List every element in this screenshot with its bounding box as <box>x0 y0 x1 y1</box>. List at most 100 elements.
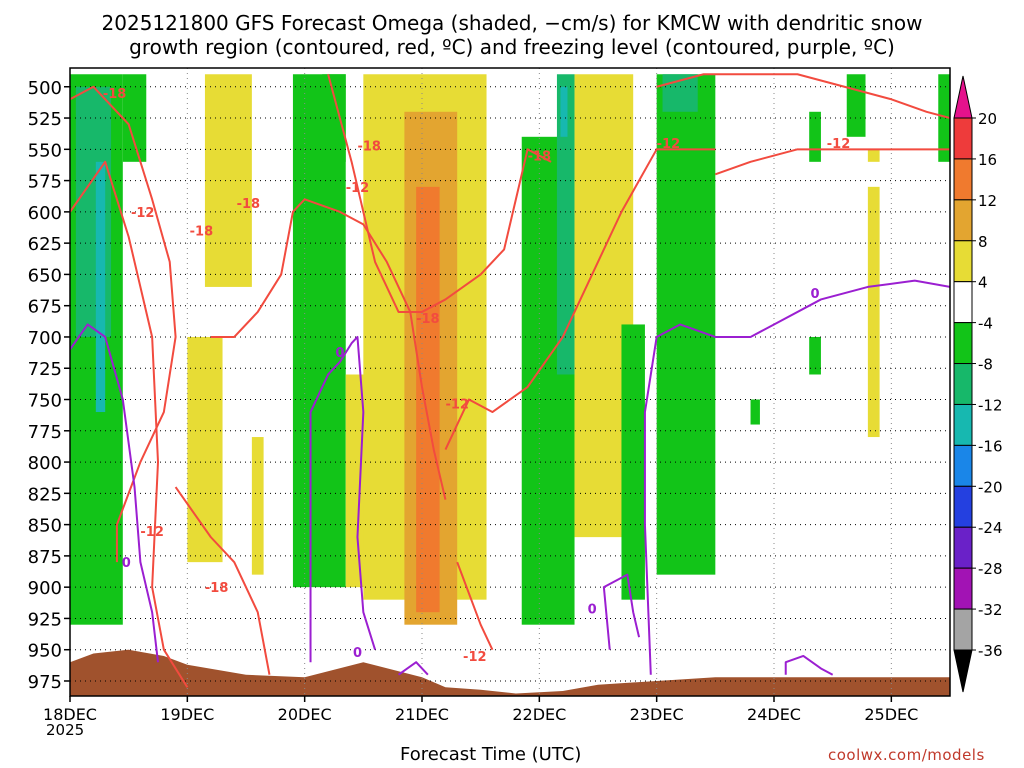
colorbar-bin--28 <box>953 526 973 569</box>
x-tick-label-24DEC: 24DEC <box>747 705 801 724</box>
freezing-label-4: 0 <box>811 287 820 302</box>
omega-region-3 <box>122 74 147 162</box>
freezing-label-3: 0 <box>588 602 597 617</box>
colorbar-label-0: 20 <box>978 110 997 128</box>
colorbar-bin--36 <box>953 608 973 651</box>
y-tick-label-625: 625 <box>28 234 62 255</box>
y-tick-label-550: 550 <box>28 140 62 161</box>
y-tick-label-675: 675 <box>28 297 62 318</box>
omega-shading-layer <box>70 74 950 625</box>
dgz-contour-2 <box>174 486 271 675</box>
omega-region-20 <box>809 111 821 162</box>
colorbar-bottom-arrow <box>953 649 973 693</box>
colorbar-bin--4 <box>953 281 973 324</box>
x-tick-label-21DEC: 21DEC <box>395 705 449 724</box>
dgz-contour-5 <box>456 561 494 651</box>
colorbar-bin--16 <box>953 403 973 446</box>
dgz-label-9: -18 <box>528 150 552 165</box>
y-tick-label-850: 850 <box>28 516 62 537</box>
colorbar-label-11: -28 <box>978 560 1003 578</box>
dgz-label-12: -12 <box>140 525 164 540</box>
colorbar-bin-16 <box>953 117 973 160</box>
x-tick-label-22DEC: 22DEC <box>512 705 566 724</box>
chart-title-line-1: 2025121800 GFS Forecast Omega (shaded, −… <box>101 11 923 35</box>
x-tick-label-20DEC: 20DEC <box>278 705 332 724</box>
colorbar-bin-4 <box>953 240 973 283</box>
dgz-label-6: -18 <box>416 312 440 327</box>
dgz-label-10: -12 <box>657 137 681 152</box>
colorbar-bin--12 <box>953 363 973 405</box>
x-tick-label-25DEC: 25DEC <box>864 705 918 724</box>
omega-region-12 <box>416 186 440 613</box>
colorbar-label-13: -36 <box>978 642 1003 660</box>
dgz-label-13: -18 <box>205 581 229 596</box>
dgz-contour-6 <box>444 148 716 450</box>
colorbar-label-10: -24 <box>978 519 1003 537</box>
y-tick-label-525: 525 <box>28 109 62 130</box>
omega-region-24 <box>867 186 880 438</box>
dgz-contour-3 <box>210 198 447 500</box>
colorbar-bin-12 <box>953 158 973 201</box>
dgz-label-0: -18 <box>103 87 127 102</box>
freezing-contour-0 <box>70 323 159 663</box>
freezing-label-1: 0 <box>335 346 344 361</box>
dgz-label-7: -12 <box>445 397 469 412</box>
omega-region-15 <box>560 86 568 137</box>
colorbar-top-arrow <box>953 75 973 119</box>
y-tick-label-650: 650 <box>28 265 62 286</box>
dgz-label-11: -12 <box>827 137 851 152</box>
dgz-label-1: -12 <box>131 206 155 221</box>
y-tick-label-975: 975 <box>28 672 62 693</box>
y-tick-label-825: 825 <box>28 484 62 505</box>
colorbar-label-12: -32 <box>978 601 1003 619</box>
y-tick-label-750: 750 <box>28 391 62 412</box>
dgz-contour-4 <box>327 73 552 313</box>
omega-region-22 <box>750 399 760 425</box>
contour-labels: -18 -12 -18 -18 -18 -12 -18 -12 -12 -18 -12 -12 -12 -… <box>103 87 850 665</box>
dgz-contour-8 <box>714 148 950 176</box>
freezing-contour-4 <box>643 279 950 675</box>
colorbar-bin--24 <box>953 485 973 528</box>
y-tick-label-500: 500 <box>28 78 62 99</box>
y-axis-ticks: 500 525 550 575 600 625 650 675 700 725 750 775 800 8… <box>28 78 70 693</box>
y-tick-label-700: 700 <box>28 328 62 349</box>
omega-region-17 <box>621 324 645 600</box>
dgz-label-5: -12 <box>346 181 370 196</box>
dgz-label-2: -18 <box>190 225 214 240</box>
freezing-contour-3 <box>602 573 641 650</box>
dgz-contours <box>70 73 950 688</box>
x-tick-label-19DEC: 19DEC <box>160 705 214 724</box>
y-tick-label-925: 925 <box>28 609 62 630</box>
plot-frame <box>69 67 951 697</box>
dgz-contour-7 <box>656 73 950 120</box>
y-tick-label-725: 725 <box>28 359 62 380</box>
y-tick-label-575: 575 <box>28 172 62 193</box>
freezing-level-contours <box>70 279 950 676</box>
omega-region-4 <box>204 74 252 287</box>
dgz-label-3: -18 <box>237 197 261 212</box>
colorbar-label-3: 8 <box>978 233 988 251</box>
y-tick-label-875: 875 <box>28 547 62 568</box>
colorbar-label-7: -12 <box>978 396 1003 414</box>
gridlines <box>69 68 950 696</box>
y-tick-label-600: 600 <box>28 203 62 224</box>
omega-region-21 <box>809 336 821 375</box>
freezing-label-2: 0 <box>353 646 362 661</box>
colorbar-label-8: -16 <box>978 437 1003 455</box>
x-axis-label: Forecast Time (UTC) <box>400 744 582 765</box>
omega-region-23 <box>846 74 866 137</box>
terrain-layer <box>70 649 950 696</box>
dgz-label-4: -18 <box>357 140 381 155</box>
credit-link[interactable]: coolwx.com/models <box>828 746 985 764</box>
omega-region-6 <box>251 437 264 575</box>
colorbar-label-6: -8 <box>978 356 993 374</box>
x-tick-label-18DEC: 18DEC <box>43 705 97 724</box>
chart-title-line-2: growth region (contoured, red, ºC) and f… <box>129 35 895 59</box>
colorbar-label-9: -20 <box>978 478 1003 496</box>
y-tick-label-900: 900 <box>28 578 62 599</box>
omega-region-5 <box>187 336 223 563</box>
dgz-label-8: -12 <box>463 650 487 665</box>
colorbar-label-5: -4 <box>978 315 993 333</box>
omega-region-25 <box>867 149 880 162</box>
